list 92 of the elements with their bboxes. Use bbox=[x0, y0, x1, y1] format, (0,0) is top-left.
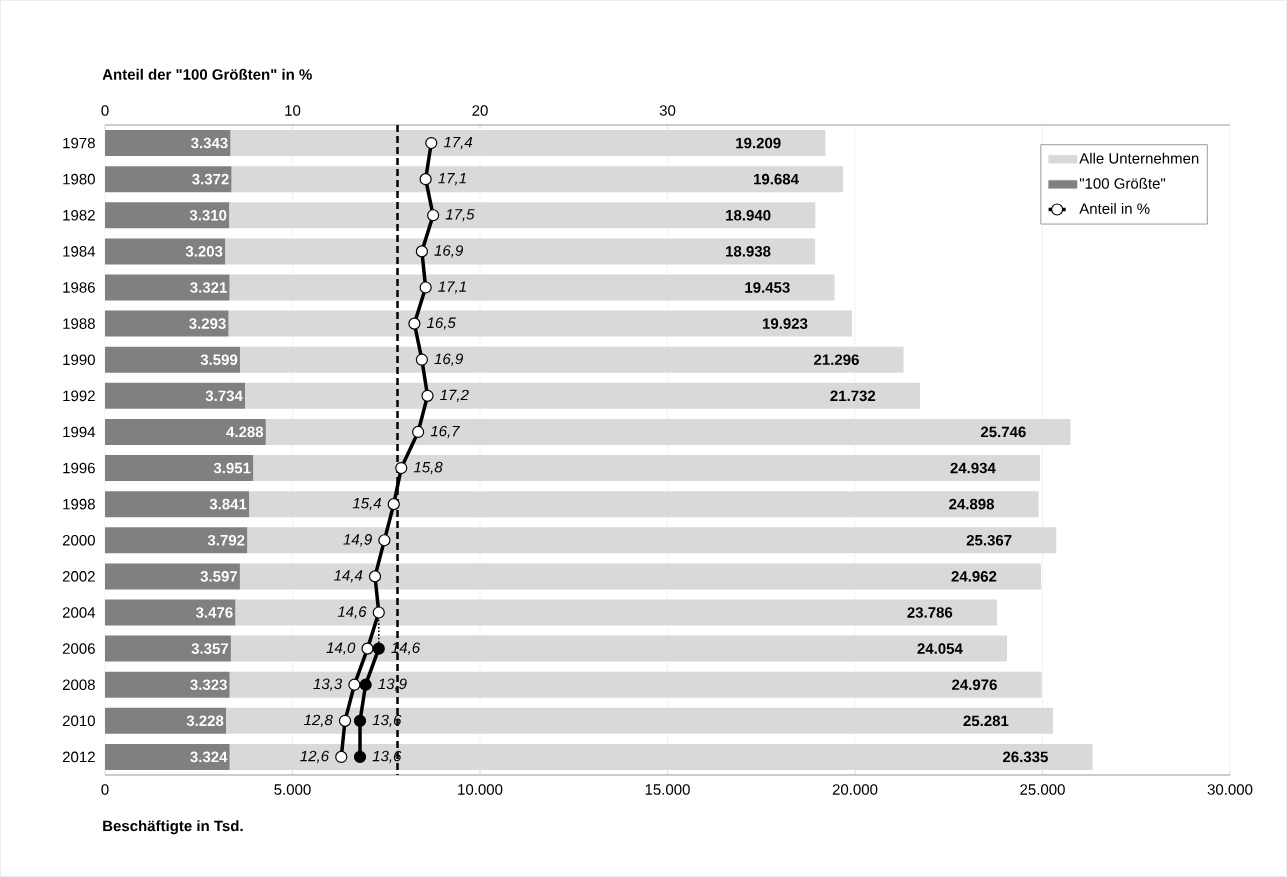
data-label: 17,1 bbox=[438, 281, 466, 294]
data-label: 15,4 bbox=[352, 498, 381, 511]
total-label: 24.054 bbox=[917, 643, 963, 654]
y-tick-label: 1996 bbox=[63, 462, 95, 474]
x-tick-label: 25.000 bbox=[1020, 784, 1065, 795]
y-tick-label: 2012 bbox=[62, 751, 95, 763]
data-label: 3.734 bbox=[205, 390, 243, 402]
total-label: 24.898 bbox=[949, 498, 995, 510]
legend-label: Anteil in % bbox=[1079, 202, 1150, 214]
legend-label: Alle Unternehmen bbox=[1079, 152, 1199, 164]
x2-tick-label: 0 bbox=[101, 105, 109, 116]
total-label: 18.940 bbox=[726, 209, 771, 221]
data-label: 3.357 bbox=[191, 643, 229, 654]
x-tick-label: 20.000 bbox=[832, 784, 878, 795]
x2-tick-label: 30 bbox=[659, 105, 676, 116]
data-label: 17,4 bbox=[443, 136, 473, 150]
y-tick-label: 1990 bbox=[63, 354, 95, 366]
data-label: 3.476 bbox=[195, 607, 233, 618]
legend-label: "100 Größte" bbox=[1079, 177, 1166, 189]
total-label: 25.746 bbox=[980, 426, 1026, 438]
y-tick-label: 2000 bbox=[62, 534, 95, 546]
x-tick-label: 10.000 bbox=[458, 784, 503, 795]
data-label: 13,6 bbox=[372, 714, 402, 728]
y-tick-label: 1988 bbox=[63, 318, 95, 329]
data-label: 3.293 bbox=[189, 318, 226, 329]
x-tick-label: 0 bbox=[101, 784, 109, 795]
data-label: 3.841 bbox=[209, 498, 247, 510]
x-tick-label: 5.000 bbox=[274, 784, 311, 795]
y-tick-label: 1978 bbox=[63, 137, 95, 149]
data-label: 3.321 bbox=[190, 282, 227, 293]
total-label: 24.934 bbox=[950, 462, 996, 474]
data-label: 16,9 bbox=[434, 353, 463, 366]
y-tick-label: 1986 bbox=[63, 282, 95, 293]
data-label: 14,6 bbox=[391, 642, 421, 655]
y-tick-label: 1998 bbox=[63, 498, 95, 510]
data-label: 14,0 bbox=[326, 642, 356, 655]
data-label: 16,9 bbox=[434, 245, 463, 258]
data-label: 14,4 bbox=[334, 570, 363, 583]
x2-tick-label: 20 bbox=[472, 105, 488, 116]
data-label: 3.951 bbox=[213, 462, 251, 474]
data-label: 3.203 bbox=[185, 246, 223, 257]
data-label: 3.310 bbox=[189, 209, 227, 221]
total-label: 19.209 bbox=[736, 137, 781, 149]
total-label: 23.786 bbox=[907, 607, 953, 618]
total-label: 18.938 bbox=[726, 246, 771, 257]
data-label: 15,8 bbox=[413, 461, 443, 475]
y-tick-label: 2002 bbox=[62, 571, 95, 582]
y-tick-label: 2006 bbox=[62, 643, 95, 654]
x-tick-label: 15.000 bbox=[645, 784, 690, 795]
total-label: 21.732 bbox=[830, 390, 876, 402]
data-label: 13,6 bbox=[372, 750, 402, 764]
data-label: 13,3 bbox=[313, 678, 343, 691]
total-label: 25.281 bbox=[963, 715, 1009, 727]
x-axis-title: Beschäftigte in Tsd. bbox=[103, 820, 243, 835]
y-tick-label: 1982 bbox=[63, 209, 95, 221]
data-label: 3.343 bbox=[190, 137, 228, 149]
data-label: 3.792 bbox=[207, 534, 245, 546]
data-label: 3.324 bbox=[190, 751, 228, 763]
y-tick-label: 2008 bbox=[62, 679, 95, 691]
total-label: 26.335 bbox=[1003, 751, 1048, 763]
data-label: 4.288 bbox=[226, 426, 264, 438]
data-label: 12,6 bbox=[300, 750, 330, 764]
y-tick-label: 1984 bbox=[63, 246, 96, 257]
data-label: 16,5 bbox=[426, 317, 456, 330]
total-label: 19.923 bbox=[762, 318, 808, 329]
x2-axis-title: Anteil der "100 Größten" in % bbox=[102, 68, 312, 80]
total-label: 25.367 bbox=[966, 534, 1012, 546]
x2-tick-label: 10 bbox=[285, 105, 301, 116]
data-label: 14,6 bbox=[337, 606, 367, 619]
data-label: 3.372 bbox=[192, 173, 229, 185]
total-label: 24.976 bbox=[952, 679, 997, 691]
data-label: 3.599 bbox=[200, 354, 238, 366]
total-label: 21.296 bbox=[814, 354, 859, 366]
data-label: 13,9 bbox=[378, 678, 407, 691]
y-tick-label: 1992 bbox=[63, 390, 95, 402]
data-label: 16,7 bbox=[430, 425, 460, 439]
total-label: 19.453 bbox=[745, 282, 790, 293]
total-label: 19.684 bbox=[754, 173, 799, 185]
data-label: 3.597 bbox=[200, 571, 238, 582]
data-label: 17,1 bbox=[438, 173, 466, 186]
data-label: 12,8 bbox=[304, 714, 333, 728]
total-label: 24.962 bbox=[951, 571, 997, 582]
data-label: 17,5 bbox=[445, 209, 475, 222]
data-label: 3.228 bbox=[186, 715, 224, 727]
x-tick-label: 30.000 bbox=[1207, 784, 1253, 795]
y-tick-label: 2010 bbox=[62, 715, 95, 727]
y-tick-label: 1980 bbox=[63, 173, 95, 185]
data-label: 3.323 bbox=[190, 679, 227, 691]
y-tick-label: 1994 bbox=[63, 426, 96, 438]
y-tick-label: 2004 bbox=[62, 607, 96, 618]
data-label: 14,9 bbox=[343, 534, 372, 547]
data-label: 17,2 bbox=[440, 389, 469, 403]
